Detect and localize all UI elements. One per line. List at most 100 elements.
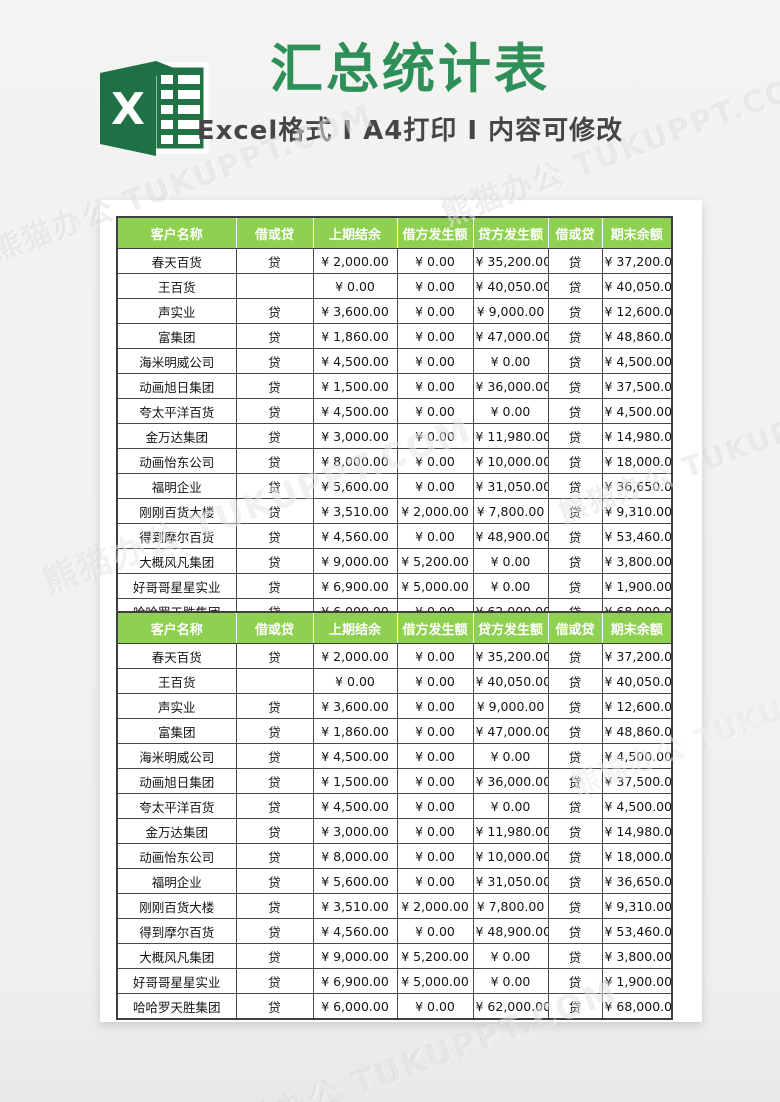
table-cell: ¥ 18,000.00 xyxy=(601,843,673,869)
table-cell: ¥ 0.00 xyxy=(396,768,474,794)
column-header: 借或贷 xyxy=(235,216,314,249)
column-header: 借或贷 xyxy=(547,611,603,644)
table-cell: 贷 xyxy=(547,968,603,994)
table-cell: 王百货 xyxy=(116,273,237,299)
table-cell: ¥ 31,050.00 xyxy=(472,473,549,499)
table-row: 富集团贷 ¥ 1,860.00 ¥ 0.00 ¥ 47,000.00 贷 ¥ 48,860… xyxy=(116,718,673,744)
table-row: 刚刚百货大楼贷 ¥ 3,510.00 ¥ 2,000.00 ¥ 7,800.00 贷 ¥ … xyxy=(116,498,673,524)
table-cell: 贷 xyxy=(235,548,314,574)
table-cell: ¥ 5,200.00 xyxy=(396,943,474,969)
a4-sheet: 客户名称 借或贷 上期结余 借方发生额 贷方发生额 借或贷 期末余额 春天百货贷 ¥ 2,00… xyxy=(100,200,702,1022)
table-cell: ¥ 1,900.00 xyxy=(601,573,673,599)
table-cell: ¥ 4,500.00 xyxy=(312,743,398,769)
table-cell: ¥ 0.00 xyxy=(396,273,474,299)
table-cell: 贷 xyxy=(235,918,314,944)
table-cell: ¥ 5,600.00 xyxy=(312,473,398,499)
table-cell: 贷 xyxy=(547,498,603,524)
table-cell: ¥ 47,000.00 xyxy=(472,323,549,349)
table-cell: 声实业 xyxy=(116,693,237,719)
table-cell: ¥ 47,000.00 xyxy=(472,718,549,744)
table-cell: ¥ 3,510.00 xyxy=(312,893,398,919)
table-cell: ¥ 9,000.00 xyxy=(312,943,398,969)
table-row: 金万达集团贷 ¥ 3,000.00 ¥ 0.00 ¥ 11,980.00 贷 ¥ 14,9… xyxy=(116,423,673,449)
summary-table-1: 客户名称 借或贷 上期结余 借方发生额 贷方发生额 借或贷 期末余额 春天百货贷 ¥ 2,00… xyxy=(116,216,673,625)
table-cell: ¥ 4,500.00 xyxy=(601,793,673,819)
table-cell: 贷 xyxy=(547,373,603,399)
table-cell: ¥ 0.00 xyxy=(396,398,474,424)
table-cell: ¥ 1,860.00 xyxy=(312,718,398,744)
table-cell: 贷 xyxy=(235,993,314,1020)
table-cell: 贷 xyxy=(235,743,314,769)
table-cell: ¥ 68,000.00 xyxy=(601,993,673,1020)
table-row: 动画怡东公司贷 ¥ 8,000.00 ¥ 0.00 ¥ 10,000.00 贷 ¥ 18,… xyxy=(116,843,673,869)
table-cell: ¥ 2,000.00 xyxy=(396,498,474,524)
table-cell: 贷 xyxy=(547,843,603,869)
table-cell: 贷 xyxy=(235,643,314,669)
table-cell: 富集团 xyxy=(116,718,237,744)
table-cell: 贷 xyxy=(235,398,314,424)
header: 汇总统计表 Excel格式 Ⅰ A4打印 Ⅰ 内容可修改 xyxy=(130,39,690,147)
table-cell: 贷 xyxy=(547,693,603,719)
table-cell: ¥ 14,980.00 xyxy=(601,818,673,844)
table-row: 动画怡东公司贷 ¥ 8,000.00 ¥ 0.00 ¥ 10,000.00 贷 ¥ 18,… xyxy=(116,448,673,474)
table-cell: ¥ 0.00 xyxy=(472,398,549,424)
table-cell: ¥ 11,980.00 xyxy=(472,423,549,449)
table-cell: ¥ 0.00 xyxy=(396,743,474,769)
table-cell: ¥ 0.00 xyxy=(312,668,398,694)
table-cell: 贷 xyxy=(547,768,603,794)
summary-table-2: 客户名称 借或贷 上期结余 借方发生额 贷方发生额 借或贷 期末余额 春天百货贷 ¥ 2,00… xyxy=(116,611,673,1020)
table-cell: 好哥哥星星实业 xyxy=(116,573,237,599)
table-row: 海米明威公司贷 ¥ 4,500.00 ¥ 0.00 ¥ 0.00 贷 ¥ 4,500.00 xyxy=(116,743,673,769)
table-cell: ¥ 4,560.00 xyxy=(312,918,398,944)
table-cell: ¥ 0.00 xyxy=(396,523,474,549)
table-row: 夸太平洋百货贷 ¥ 4,500.00 ¥ 0.00 ¥ 0.00 贷 ¥ 4,500.00 xyxy=(116,398,673,424)
table-cell: ¥ 1,860.00 xyxy=(312,323,398,349)
table-cell: 得到摩尔百货 xyxy=(116,918,237,944)
table-cell: ¥ 2,000.00 xyxy=(312,643,398,669)
table-cell: ¥ 0.00 xyxy=(396,818,474,844)
table-cell: 贷 xyxy=(235,423,314,449)
table-cell: ¥ 37,500.00 xyxy=(601,768,673,794)
table-cell: 王百货 xyxy=(116,668,237,694)
table-cell: ¥ 0.00 xyxy=(396,718,474,744)
table-cell: 贷 xyxy=(235,373,314,399)
table-cell: ¥ 35,200.00 xyxy=(472,643,549,669)
table-cell: ¥ 36,650.00 xyxy=(601,473,673,499)
table-row: 大概风凡集团贷 ¥ 9,000.00 ¥ 5,200.00 ¥ 0.00 贷 ¥ 3,80… xyxy=(116,943,673,969)
logo-letter: X xyxy=(111,84,145,135)
table-cell: 海米明威公司 xyxy=(116,348,237,374)
table-row: 福明企业贷 ¥ 5,600.00 ¥ 0.00 ¥ 31,050.00 贷 ¥ 36,65… xyxy=(116,473,673,499)
table-cell: 刚刚百货大楼 xyxy=(116,498,237,524)
table-cell: 贷 xyxy=(235,768,314,794)
table-cell: 动画旭日集团 xyxy=(116,373,237,399)
table-cell: 声实业 xyxy=(116,298,237,324)
table-cell: ¥ 5,600.00 xyxy=(312,868,398,894)
table-row: 好哥哥星星实业贷 ¥ 6,900.00 ¥ 5,000.00 ¥ 0.00 贷 ¥ 1,9… xyxy=(116,968,673,994)
table-row: 海米明威公司贷 ¥ 4,500.00 ¥ 0.00 ¥ 0.00 贷 ¥ 4,500.00 xyxy=(116,348,673,374)
table-cell: ¥ 4,500.00 xyxy=(601,348,673,374)
table-cell: 富集团 xyxy=(116,323,237,349)
table-cell: ¥ 0.00 xyxy=(472,548,549,574)
table-cell: ¥ 4,500.00 xyxy=(312,398,398,424)
table-cell: 贷 xyxy=(547,918,603,944)
table-cell: ¥ 37,500.00 xyxy=(601,373,673,399)
excel-logo-icon: X xyxy=(100,55,212,161)
table-cell: ¥ 0.00 xyxy=(396,868,474,894)
table-cell: ¥ 48,900.00 xyxy=(472,918,549,944)
table-cell: 贷 xyxy=(235,693,314,719)
table-cell: 夸太平洋百货 xyxy=(116,793,237,819)
table-cell: 贷 xyxy=(547,668,603,694)
table-cell: 贷 xyxy=(235,298,314,324)
table-cell: 贷 xyxy=(547,573,603,599)
table-cell: 贷 xyxy=(235,498,314,524)
table-cell: ¥ 0.00 xyxy=(396,793,474,819)
table-row: 春天百货贷 ¥ 2,000.00 ¥ 0.00 ¥ 35,200.00 贷 ¥ 37,20… xyxy=(116,643,673,669)
table-cell: 贷 xyxy=(235,793,314,819)
table-row: 富集团贷 ¥ 1,860.00 ¥ 0.00 ¥ 47,000.00 贷 ¥ 48,860… xyxy=(116,323,673,349)
table-cell: ¥ 4,500.00 xyxy=(601,398,673,424)
column-header: 客户名称 xyxy=(116,611,237,644)
table-cell: ¥ 18,000.00 xyxy=(601,448,673,474)
table-cell: ¥ 5,000.00 xyxy=(396,573,474,599)
table-header-row: 客户名称 借或贷 上期结余 借方发生额 贷方发生额 借或贷 期末余额 xyxy=(116,611,673,644)
table-cell: ¥ 48,860.00 xyxy=(601,323,673,349)
